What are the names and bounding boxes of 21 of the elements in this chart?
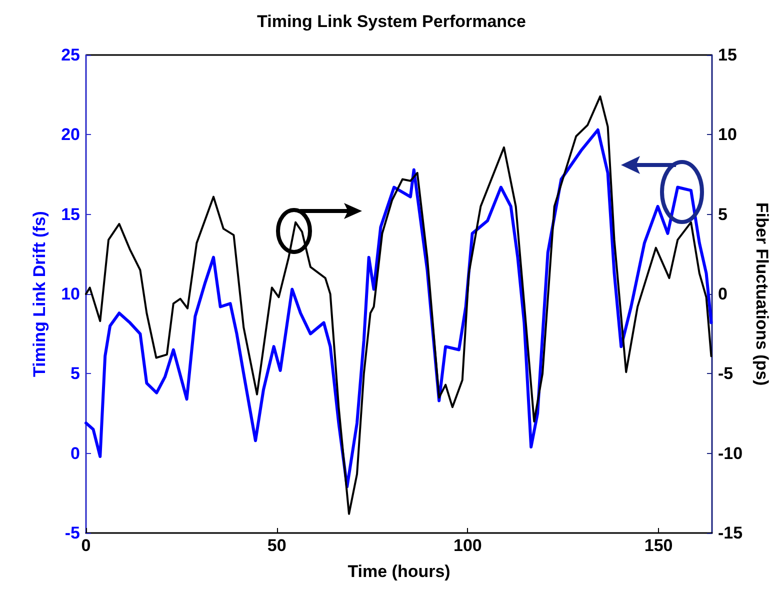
y-tick-label: 0 bbox=[70, 444, 80, 463]
y-tick-label: 15 bbox=[61, 204, 80, 224]
x-tick-label: 50 bbox=[267, 536, 286, 555]
y-tick-label: 10 bbox=[61, 284, 80, 304]
y2-tick-label: -10 bbox=[718, 444, 743, 463]
y-tick-label: 5 bbox=[70, 364, 80, 384]
y-axis-title: Timing Link Drift (fs) bbox=[30, 211, 49, 377]
y2-tick-label: -15 bbox=[718, 524, 743, 542]
y2-tick-label: 5 bbox=[718, 204, 728, 224]
x-tick-label: 150 bbox=[644, 536, 673, 555]
y2-tick-label: 10 bbox=[718, 125, 737, 144]
x-axis-title: Time (hours) bbox=[348, 562, 450, 581]
y-tick-label: 25 bbox=[61, 46, 80, 64]
x-tick-label: 100 bbox=[454, 536, 482, 555]
y2-tick-label: 0 bbox=[718, 284, 728, 304]
chart-title: Timing Link System Performance bbox=[257, 12, 526, 31]
y2-tick-label: -5 bbox=[718, 364, 734, 384]
y2-tick-label: 15 bbox=[718, 46, 737, 64]
y2-axis-title: Fiber Fluctuations (ps) bbox=[752, 202, 772, 386]
y-tick-label: -5 bbox=[64, 524, 80, 542]
y-tick-label: 20 bbox=[61, 125, 80, 144]
